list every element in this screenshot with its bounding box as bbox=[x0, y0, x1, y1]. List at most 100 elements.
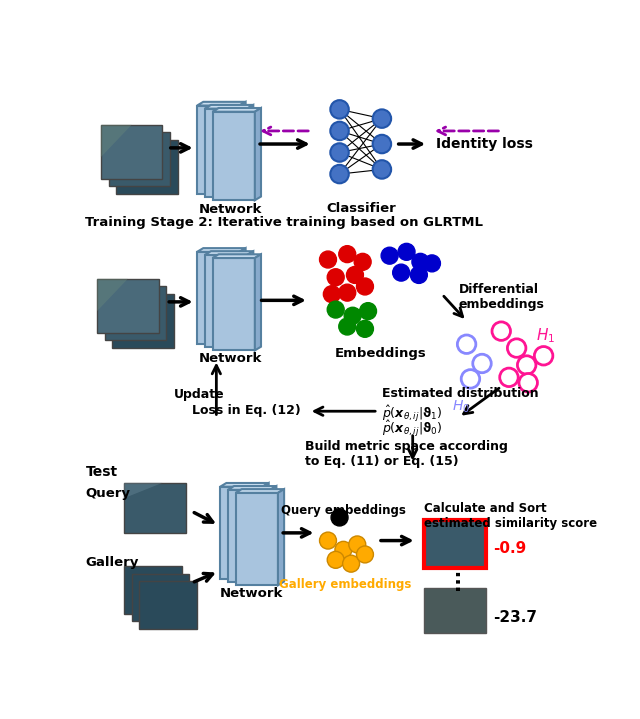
Circle shape bbox=[330, 100, 349, 119]
FancyBboxPatch shape bbox=[116, 140, 178, 194]
Text: Gallery: Gallery bbox=[86, 556, 139, 569]
Polygon shape bbox=[270, 486, 276, 582]
Text: $\hat{p}(\boldsymbol{x}_{\theta,ij}|\boldsymbol{\vartheta}_0)$: $\hat{p}(\boldsymbol{x}_{\theta,ij}|\bol… bbox=[382, 419, 442, 439]
Circle shape bbox=[398, 243, 415, 260]
Circle shape bbox=[412, 253, 429, 270]
Polygon shape bbox=[212, 108, 261, 111]
FancyBboxPatch shape bbox=[101, 125, 163, 179]
Text: Update: Update bbox=[174, 388, 225, 400]
FancyBboxPatch shape bbox=[212, 258, 255, 350]
Polygon shape bbox=[262, 483, 269, 579]
Circle shape bbox=[372, 109, 391, 128]
FancyBboxPatch shape bbox=[205, 109, 247, 197]
FancyBboxPatch shape bbox=[236, 493, 278, 585]
Text: Gallery embeddings: Gallery embeddings bbox=[279, 577, 411, 590]
Circle shape bbox=[330, 122, 349, 140]
Polygon shape bbox=[247, 251, 253, 347]
Text: $\hat{p}(\boldsymbol{x}_{\theta,ij}|\boldsymbol{\vartheta}_1)$: $\hat{p}(\boldsymbol{x}_{\theta,ij}|\bol… bbox=[382, 403, 442, 423]
Text: Build metric space according
to Eq. (11) or Eq. (15): Build metric space according to Eq. (11)… bbox=[305, 441, 508, 469]
Polygon shape bbox=[105, 286, 136, 319]
Text: Loss in Eq. (12): Loss in Eq. (12) bbox=[192, 403, 301, 416]
Text: Embeddings: Embeddings bbox=[335, 347, 426, 360]
Circle shape bbox=[424, 255, 440, 272]
FancyBboxPatch shape bbox=[212, 111, 255, 200]
Polygon shape bbox=[247, 105, 253, 197]
Circle shape bbox=[327, 301, 344, 318]
Text: Identity loss: Identity loss bbox=[436, 137, 532, 151]
FancyBboxPatch shape bbox=[97, 279, 159, 333]
Circle shape bbox=[534, 347, 553, 365]
Circle shape bbox=[319, 251, 337, 268]
Polygon shape bbox=[97, 279, 128, 311]
Circle shape bbox=[330, 143, 349, 162]
Circle shape bbox=[349, 536, 365, 553]
Text: Network: Network bbox=[198, 352, 262, 365]
Circle shape bbox=[339, 318, 356, 335]
Circle shape bbox=[327, 551, 344, 568]
Circle shape bbox=[323, 285, 340, 303]
Circle shape bbox=[344, 307, 361, 324]
FancyBboxPatch shape bbox=[109, 132, 170, 186]
Circle shape bbox=[356, 278, 373, 295]
Text: Classifier: Classifier bbox=[326, 202, 396, 215]
Polygon shape bbox=[113, 294, 143, 326]
FancyBboxPatch shape bbox=[424, 520, 486, 567]
Text: ...: ... bbox=[444, 568, 463, 590]
Text: Test: Test bbox=[86, 465, 118, 479]
Text: Network: Network bbox=[198, 203, 262, 216]
Circle shape bbox=[461, 370, 480, 388]
Polygon shape bbox=[255, 255, 261, 350]
Circle shape bbox=[339, 246, 356, 262]
Circle shape bbox=[330, 165, 349, 183]
Circle shape bbox=[473, 354, 492, 372]
Circle shape bbox=[393, 264, 410, 281]
Circle shape bbox=[500, 368, 518, 387]
Circle shape bbox=[410, 267, 428, 283]
Circle shape bbox=[360, 303, 376, 319]
Polygon shape bbox=[205, 105, 253, 109]
Circle shape bbox=[331, 509, 348, 526]
FancyBboxPatch shape bbox=[205, 255, 247, 347]
Circle shape bbox=[517, 356, 536, 375]
Text: -0.9: -0.9 bbox=[493, 541, 527, 556]
Text: $H_0$: $H_0$ bbox=[452, 398, 470, 415]
Circle shape bbox=[372, 160, 391, 179]
Polygon shape bbox=[197, 102, 246, 106]
Text: $H_1$: $H_1$ bbox=[536, 326, 555, 345]
Polygon shape bbox=[239, 102, 246, 194]
Text: Query: Query bbox=[86, 487, 131, 500]
Polygon shape bbox=[124, 483, 163, 498]
Polygon shape bbox=[239, 248, 246, 344]
Polygon shape bbox=[255, 108, 261, 200]
Circle shape bbox=[356, 321, 373, 337]
Circle shape bbox=[492, 322, 511, 340]
Text: Network: Network bbox=[220, 587, 283, 600]
Circle shape bbox=[342, 555, 360, 572]
Circle shape bbox=[519, 373, 538, 392]
Circle shape bbox=[354, 253, 371, 270]
FancyBboxPatch shape bbox=[424, 588, 486, 633]
Circle shape bbox=[372, 134, 391, 153]
FancyBboxPatch shape bbox=[197, 252, 239, 344]
Text: Calculate and Sort
estimated similarity score: Calculate and Sort estimated similarity … bbox=[424, 502, 597, 530]
Polygon shape bbox=[109, 132, 140, 165]
Circle shape bbox=[458, 335, 476, 354]
FancyBboxPatch shape bbox=[113, 294, 174, 348]
Polygon shape bbox=[278, 489, 284, 585]
FancyBboxPatch shape bbox=[228, 490, 270, 582]
FancyBboxPatch shape bbox=[105, 286, 166, 340]
Circle shape bbox=[339, 284, 356, 301]
Polygon shape bbox=[205, 251, 253, 255]
Text: Query embeddings: Query embeddings bbox=[281, 503, 406, 517]
Circle shape bbox=[319, 532, 337, 549]
Circle shape bbox=[335, 541, 352, 558]
FancyBboxPatch shape bbox=[124, 483, 186, 533]
Polygon shape bbox=[101, 125, 132, 157]
Circle shape bbox=[327, 269, 344, 285]
Polygon shape bbox=[236, 489, 284, 493]
Circle shape bbox=[356, 546, 373, 563]
Text: Differential
embeddings: Differential embeddings bbox=[459, 283, 545, 311]
FancyBboxPatch shape bbox=[140, 582, 197, 629]
FancyBboxPatch shape bbox=[124, 566, 182, 614]
FancyBboxPatch shape bbox=[197, 106, 239, 194]
